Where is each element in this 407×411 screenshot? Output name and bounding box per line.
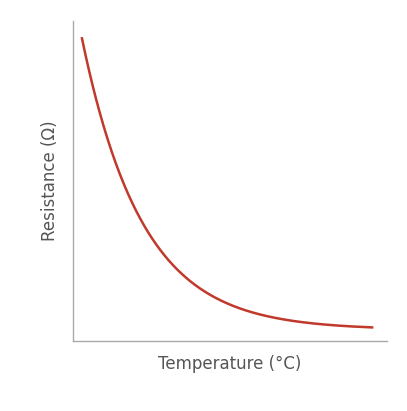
Y-axis label: Resistance (Ω): Resistance (Ω) bbox=[42, 120, 59, 241]
X-axis label: Temperature (°C): Temperature (°C) bbox=[158, 355, 302, 373]
